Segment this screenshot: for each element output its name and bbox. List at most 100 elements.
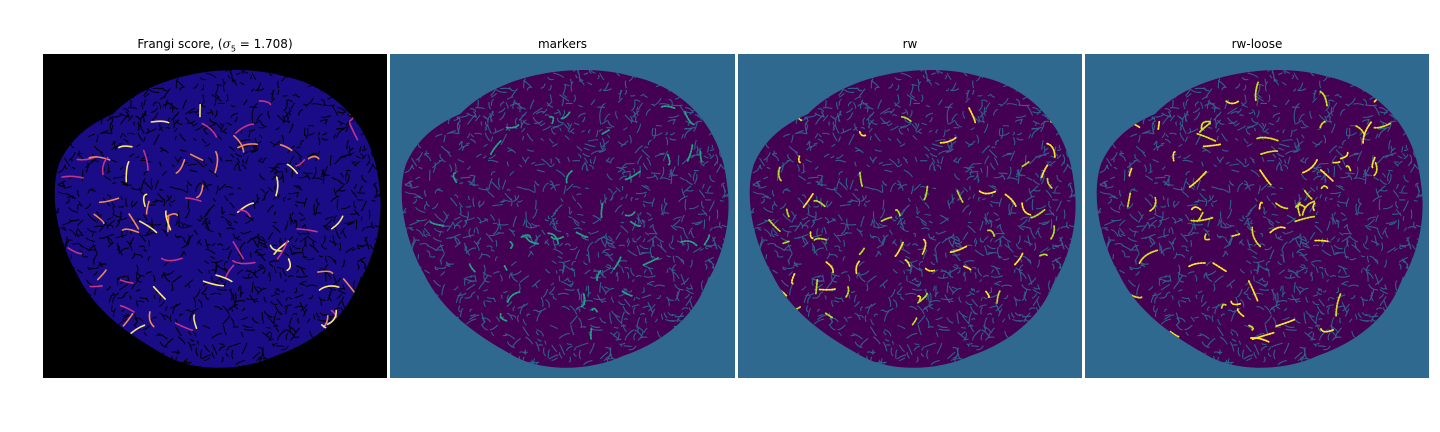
highlight-segment [1258, 201, 1263, 210]
highlight-segment [142, 149, 149, 172]
highlight-segment [686, 143, 694, 162]
highlight-segment [1314, 239, 1329, 243]
highlight-segment [295, 159, 306, 167]
highlight-segment [1302, 157, 1319, 174]
highlight-segment [234, 123, 255, 134]
highlight-segment [1236, 308, 1245, 318]
highlight-segment [1149, 196, 1157, 212]
highlight-segment [202, 280, 225, 287]
highlight-segment [1046, 142, 1056, 159]
highlight-segment [575, 231, 589, 239]
highlight-segment [1297, 202, 1301, 217]
highlight-segment [855, 260, 861, 275]
highlight-segment [286, 258, 292, 272]
highlight-segment [93, 213, 105, 225]
highlight-segment [1190, 216, 1214, 222]
highlight-segment [629, 220, 642, 227]
highlight-segment [119, 304, 135, 313]
highlight-segment [215, 274, 233, 283]
highlight-segment [1275, 318, 1296, 327]
highlight-segment [894, 241, 904, 257]
highlight-segment [224, 264, 235, 280]
highlight-segment [1303, 189, 1313, 200]
highlight-segment [1319, 169, 1334, 182]
highlight-segment [1212, 262, 1227, 273]
panel-canvas [43, 54, 387, 378]
highlight-segment [1157, 119, 1161, 130]
highlight-segment [1200, 120, 1211, 130]
rw-image [738, 54, 1082, 378]
highlight-segment [624, 211, 636, 217]
highlight-segment [505, 124, 520, 129]
highlight-segment [1362, 121, 1372, 145]
highlight-segment [911, 316, 918, 326]
highlight-segment [348, 122, 359, 141]
highlight-segment [824, 312, 835, 319]
highlight-segment [175, 159, 186, 174]
highlight-segment [917, 292, 928, 304]
highlight-segment [121, 228, 140, 234]
highlight-segment [1038, 253, 1048, 257]
tissue-region [401, 70, 729, 368]
highlight-segment [318, 285, 340, 291]
highlight-segment [193, 314, 198, 330]
highlight-segment [1021, 202, 1032, 216]
highlight-segment [923, 185, 929, 201]
highlight-segment [548, 115, 555, 125]
tissue-region [54, 70, 381, 368]
highlight-segment [790, 272, 796, 285]
highlight-segment [189, 153, 204, 161]
highlight-segment [660, 105, 676, 109]
highlight-segment [1247, 280, 1259, 302]
highlight-segment [813, 237, 827, 241]
highlight-segment [307, 155, 320, 160]
highlight-segment [596, 270, 602, 282]
highlight-segment [1203, 233, 1211, 241]
highlight-segment [1230, 233, 1241, 238]
highlight-segment [1172, 151, 1176, 162]
highlight-segment [782, 240, 790, 245]
highlight-segment [1301, 200, 1316, 216]
highlight-segment [520, 234, 532, 239]
highlight-segment [699, 150, 703, 164]
highlight-segment [978, 189, 997, 195]
highlight-segment [331, 215, 344, 230]
highlight-segment [1320, 328, 1334, 333]
highlight-segment [1295, 203, 1306, 209]
highlight-segment [237, 143, 258, 149]
highlight-segment [1294, 215, 1316, 223]
highlight-segment [624, 170, 641, 181]
highlight-segment [165, 210, 172, 231]
highlight-segment [1275, 202, 1289, 210]
frangi-score-image [43, 54, 387, 378]
highlight-segment [591, 307, 599, 313]
highlight-segment [1040, 164, 1049, 180]
highlight-segment [1190, 206, 1202, 211]
highlight-segment [1335, 293, 1342, 317]
highlight-segment [785, 207, 790, 218]
highlight-segment [600, 202, 604, 219]
highlight-segment [996, 290, 1001, 304]
highlight-segment [985, 290, 991, 299]
highlight-segment [880, 216, 894, 222]
highlight-segment [1202, 143, 1222, 148]
highlight-segment [160, 257, 183, 262]
vessel-texture [749, 70, 1076, 368]
highlight-segment [680, 240, 698, 247]
highlight-segment [1339, 151, 1349, 160]
highlight-segment [1269, 226, 1286, 234]
highlight-segment [1199, 121, 1212, 133]
highlight-segment [1259, 169, 1272, 186]
highlight-segment [813, 199, 826, 208]
highlight-segment [174, 322, 194, 332]
highlight-segment [1319, 90, 1328, 107]
highlight-segment [968, 107, 977, 124]
highlight-segment [128, 213, 140, 230]
highlight-segment [1256, 136, 1279, 142]
highlight-segment [859, 171, 864, 188]
highlight-segment [317, 270, 334, 274]
highlight-segment [1260, 150, 1279, 155]
highlight-segment [900, 116, 912, 123]
highlight-segment [152, 285, 166, 300]
highlight-segment [1254, 81, 1259, 102]
